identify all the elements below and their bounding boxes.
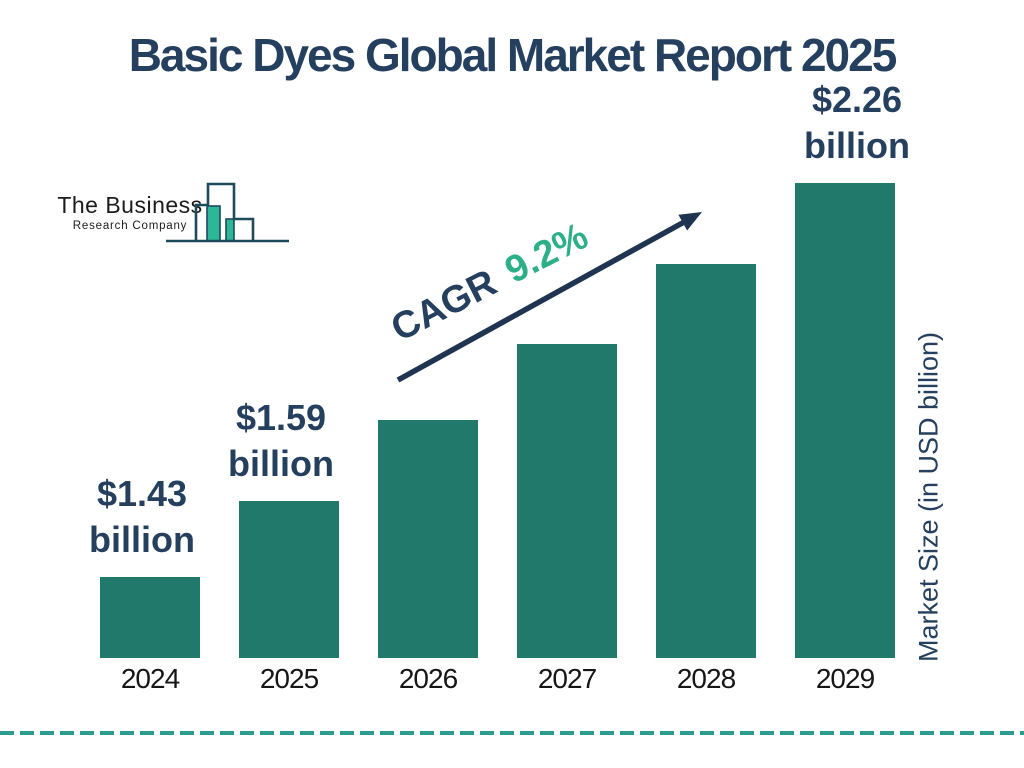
- logo-text-primary: The Business: [57, 192, 203, 218]
- x-tick-2025: 2025: [259, 663, 319, 694]
- trend-arrow: [396, 212, 702, 383]
- logo-text: The Business Research Company: [55, 191, 205, 233]
- value-label-2029: $2.26 billion: [804, 79, 910, 166]
- page-title: Basic Dyes Global Market Report 2025: [128, 29, 898, 81]
- value-label-2024: $1.43 billion: [89, 473, 195, 560]
- x-tick-2027: 2027: [537, 663, 597, 694]
- x-tick-2024: 2024: [120, 663, 180, 694]
- logo-text-secondary: Research Company: [72, 220, 188, 232]
- y-axis-title: Market Size (in USD billion): [913, 331, 944, 663]
- bar-2028: [656, 264, 756, 658]
- bar-2029: [795, 183, 895, 658]
- value-label-2025: $1.59 billion: [228, 397, 334, 484]
- company-logo: The Business Research Company: [55, 173, 290, 245]
- bar-2026: [378, 420, 478, 658]
- x-tick-2028: 2028: [676, 663, 736, 694]
- x-tick-2029: 2029: [815, 663, 875, 694]
- dashed-divider: [0, 731, 1024, 735]
- bar-chart-logo-icon: [166, 182, 289, 243]
- bar-2024: [100, 577, 200, 658]
- x-tick-2026: 2026: [398, 663, 458, 694]
- bar-2025: [239, 501, 339, 658]
- bar-2027: [517, 344, 617, 658]
